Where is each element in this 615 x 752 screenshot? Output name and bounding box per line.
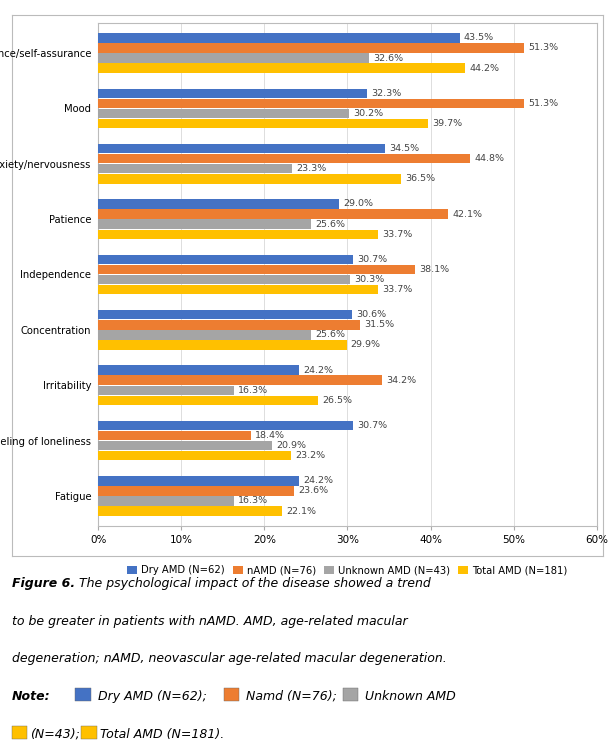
Text: 51.3%: 51.3% [528, 44, 558, 53]
Bar [98, 33, 459, 43]
Bar [98, 476, 300, 486]
FancyBboxPatch shape [343, 688, 358, 701]
Text: 25.6%: 25.6% [315, 330, 345, 339]
Text: 38.1%: 38.1% [419, 265, 449, 274]
Bar [98, 431, 251, 440]
Text: 36.5%: 36.5% [406, 174, 435, 183]
Bar [98, 340, 347, 350]
Bar [98, 320, 360, 329]
Text: 20.9%: 20.9% [276, 441, 306, 450]
FancyBboxPatch shape [224, 688, 239, 701]
Bar [98, 63, 466, 73]
Bar [98, 220, 311, 229]
Bar [98, 144, 385, 153]
Bar [98, 285, 378, 294]
Text: Namd (N=76);: Namd (N=76); [242, 690, 341, 703]
Text: degeneration; nAMD, neovascular age-related macular degeneration.: degeneration; nAMD, neovascular age-rela… [12, 652, 447, 666]
Bar [98, 229, 378, 239]
Bar [98, 164, 292, 174]
Text: 30.2%: 30.2% [353, 109, 383, 118]
Text: 29.0%: 29.0% [343, 199, 373, 208]
Text: 24.2%: 24.2% [303, 476, 333, 485]
Text: 26.5%: 26.5% [322, 396, 352, 405]
Legend: Dry AMD (N=62), nAMD (N=76), Unknown AMD (N=43), Total AMD (N=181): Dry AMD (N=62), nAMD (N=76), Unknown AMD… [124, 561, 571, 579]
Bar [98, 421, 353, 430]
Text: Note:: Note: [12, 690, 51, 703]
Text: to be greater in patients with nAMD. AMD, age-related macular: to be greater in patients with nAMD. AMD… [12, 615, 408, 628]
Bar [98, 119, 428, 128]
Text: 43.5%: 43.5% [464, 33, 494, 42]
Bar [98, 174, 402, 183]
Text: 51.3%: 51.3% [528, 99, 558, 108]
Bar [98, 209, 448, 219]
Bar [98, 53, 369, 62]
Text: 44.2%: 44.2% [469, 64, 499, 73]
Bar [98, 199, 339, 209]
Bar [98, 396, 319, 405]
Text: 32.6%: 32.6% [373, 53, 403, 62]
Text: The psychological impact of the disease showed a trend: The psychological impact of the disease … [76, 578, 431, 590]
Text: 33.7%: 33.7% [383, 285, 413, 294]
Text: 30.3%: 30.3% [354, 275, 384, 284]
Text: 34.2%: 34.2% [386, 376, 416, 385]
Text: 33.7%: 33.7% [383, 229, 413, 238]
Bar [98, 365, 300, 374]
Text: 29.9%: 29.9% [351, 341, 381, 350]
Text: 30.7%: 30.7% [357, 421, 387, 430]
Text: 16.3%: 16.3% [238, 386, 268, 395]
Text: Figure 6.: Figure 6. [12, 578, 75, 590]
Bar [98, 274, 350, 284]
Bar [98, 99, 525, 108]
Bar [98, 330, 311, 340]
Text: 18.4%: 18.4% [255, 431, 285, 440]
Text: Total AMD (N=181).: Total AMD (N=181). [100, 728, 224, 741]
Bar [98, 441, 272, 450]
Text: (N=43);: (N=43); [30, 728, 80, 741]
Text: Dry AMD (N=62);: Dry AMD (N=62); [93, 690, 215, 703]
Text: 39.7%: 39.7% [432, 119, 462, 128]
Text: 16.3%: 16.3% [238, 496, 268, 505]
Text: 34.5%: 34.5% [389, 144, 419, 153]
Bar [98, 265, 415, 274]
Text: Unknown AMD: Unknown AMD [361, 690, 456, 703]
Text: 23.6%: 23.6% [298, 487, 328, 496]
Bar [98, 496, 234, 505]
Bar [98, 375, 383, 385]
FancyBboxPatch shape [76, 688, 90, 701]
Text: 30.6%: 30.6% [357, 311, 387, 320]
Bar [98, 310, 352, 320]
Text: 44.8%: 44.8% [475, 154, 504, 163]
Bar [98, 487, 295, 496]
Text: 30.7%: 30.7% [357, 255, 387, 264]
Bar [98, 109, 349, 118]
Text: 22.1%: 22.1% [286, 507, 316, 516]
FancyBboxPatch shape [12, 726, 27, 738]
Bar [98, 386, 234, 395]
Text: 25.6%: 25.6% [315, 220, 345, 229]
Bar [98, 154, 470, 163]
Text: 23.2%: 23.2% [295, 451, 325, 460]
Text: 31.5%: 31.5% [364, 320, 394, 329]
Bar [98, 255, 353, 264]
Bar [98, 506, 282, 516]
Text: 24.2%: 24.2% [303, 365, 333, 374]
Text: 23.3%: 23.3% [296, 164, 326, 173]
Text: 42.1%: 42.1% [452, 210, 482, 219]
FancyBboxPatch shape [81, 726, 97, 738]
Bar [98, 44, 525, 53]
Bar [98, 89, 367, 98]
Text: 32.3%: 32.3% [371, 89, 401, 98]
Bar [98, 451, 291, 460]
